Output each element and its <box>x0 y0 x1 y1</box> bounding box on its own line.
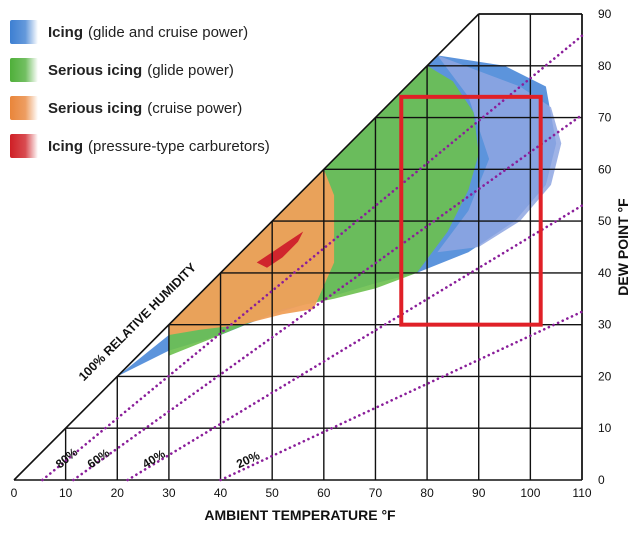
y-tick-label: 50 <box>598 214 612 228</box>
legend-swatch <box>10 58 38 82</box>
x-tick-label: 70 <box>369 486 383 500</box>
x-tick-label: 30 <box>162 486 176 500</box>
legend-item-icing-glide-cruise: Icing (glide and cruise power) <box>10 14 340 50</box>
x-tick-label: 0 <box>11 486 18 500</box>
x-tick-label: 90 <box>472 486 486 500</box>
y-tick-label: 60 <box>598 162 612 176</box>
y-tick-label: 70 <box>598 111 612 125</box>
icing-region-4 <box>256 231 304 268</box>
legend-label-rest: (cruise power) <box>147 99 243 117</box>
y-axis-label: DEW POINT °F <box>615 198 631 296</box>
legend-label-bold: Icing <box>48 23 84 41</box>
saturation-line <box>13 13 480 481</box>
legend-swatch <box>10 134 38 158</box>
legend-item-icing-pressure-carburetors: Icing (pressure-type carburetors) <box>10 128 340 164</box>
humidity-line <box>41 34 584 482</box>
legend-label-rest: (glide power) <box>147 61 234 79</box>
legend-swatch <box>10 20 38 44</box>
x-tick-label: 40 <box>214 486 228 500</box>
legend-swatch <box>10 96 38 120</box>
legend: Icing (glide and cruise power) Serious i… <box>10 14 340 166</box>
x-tick-label: 50 <box>266 486 280 500</box>
legend-label-bold: Icing <box>48 137 84 155</box>
y-tick-label: 40 <box>598 266 612 280</box>
x-tick-label: 60 <box>317 486 331 500</box>
y-tick-label: 0 <box>598 473 605 487</box>
humidity-line <box>126 204 584 482</box>
legend-label-bold: Serious icing <box>48 61 143 79</box>
humidity-line <box>219 310 584 482</box>
legend-item-serious-icing-glide: Serious icing (glide power) <box>10 52 340 88</box>
highlight-box <box>399 94 543 327</box>
highlight-box-group <box>399 94 543 327</box>
icing-region-3 <box>168 169 335 335</box>
y-tick-label: 30 <box>598 318 612 332</box>
humidity-label: 60% <box>85 446 113 472</box>
y-tick-label: 90 <box>598 7 612 21</box>
x-tick-label: 80 <box>420 486 434 500</box>
y-tick-label: 20 <box>598 369 612 383</box>
x-tick-label: 20 <box>111 486 125 500</box>
y-tick-label: 10 <box>598 421 612 435</box>
x-axis-label: AMBIENT TEMPERATURE °F <box>204 507 396 523</box>
y-tick-label: 80 <box>598 59 612 73</box>
x-tick-label: 100 <box>520 486 540 500</box>
legend-item-serious-icing-cruise: Serious icing (cruise power) <box>10 90 340 126</box>
x-tick-label: 110 <box>572 486 591 500</box>
legend-label-rest: (pressure-type carburetors) <box>88 137 270 155</box>
x-tick-label: 10 <box>59 486 73 500</box>
humidity-label: 40% <box>140 447 168 472</box>
axes: 0 10 20 30 40 50 60 70 80 90 100 110 0 10 20 30 40 50 60 70… <box>11 7 631 523</box>
legend-label-bold: Serious icing <box>48 99 143 117</box>
legend-label-rest: (glide and cruise power) <box>88 23 249 41</box>
